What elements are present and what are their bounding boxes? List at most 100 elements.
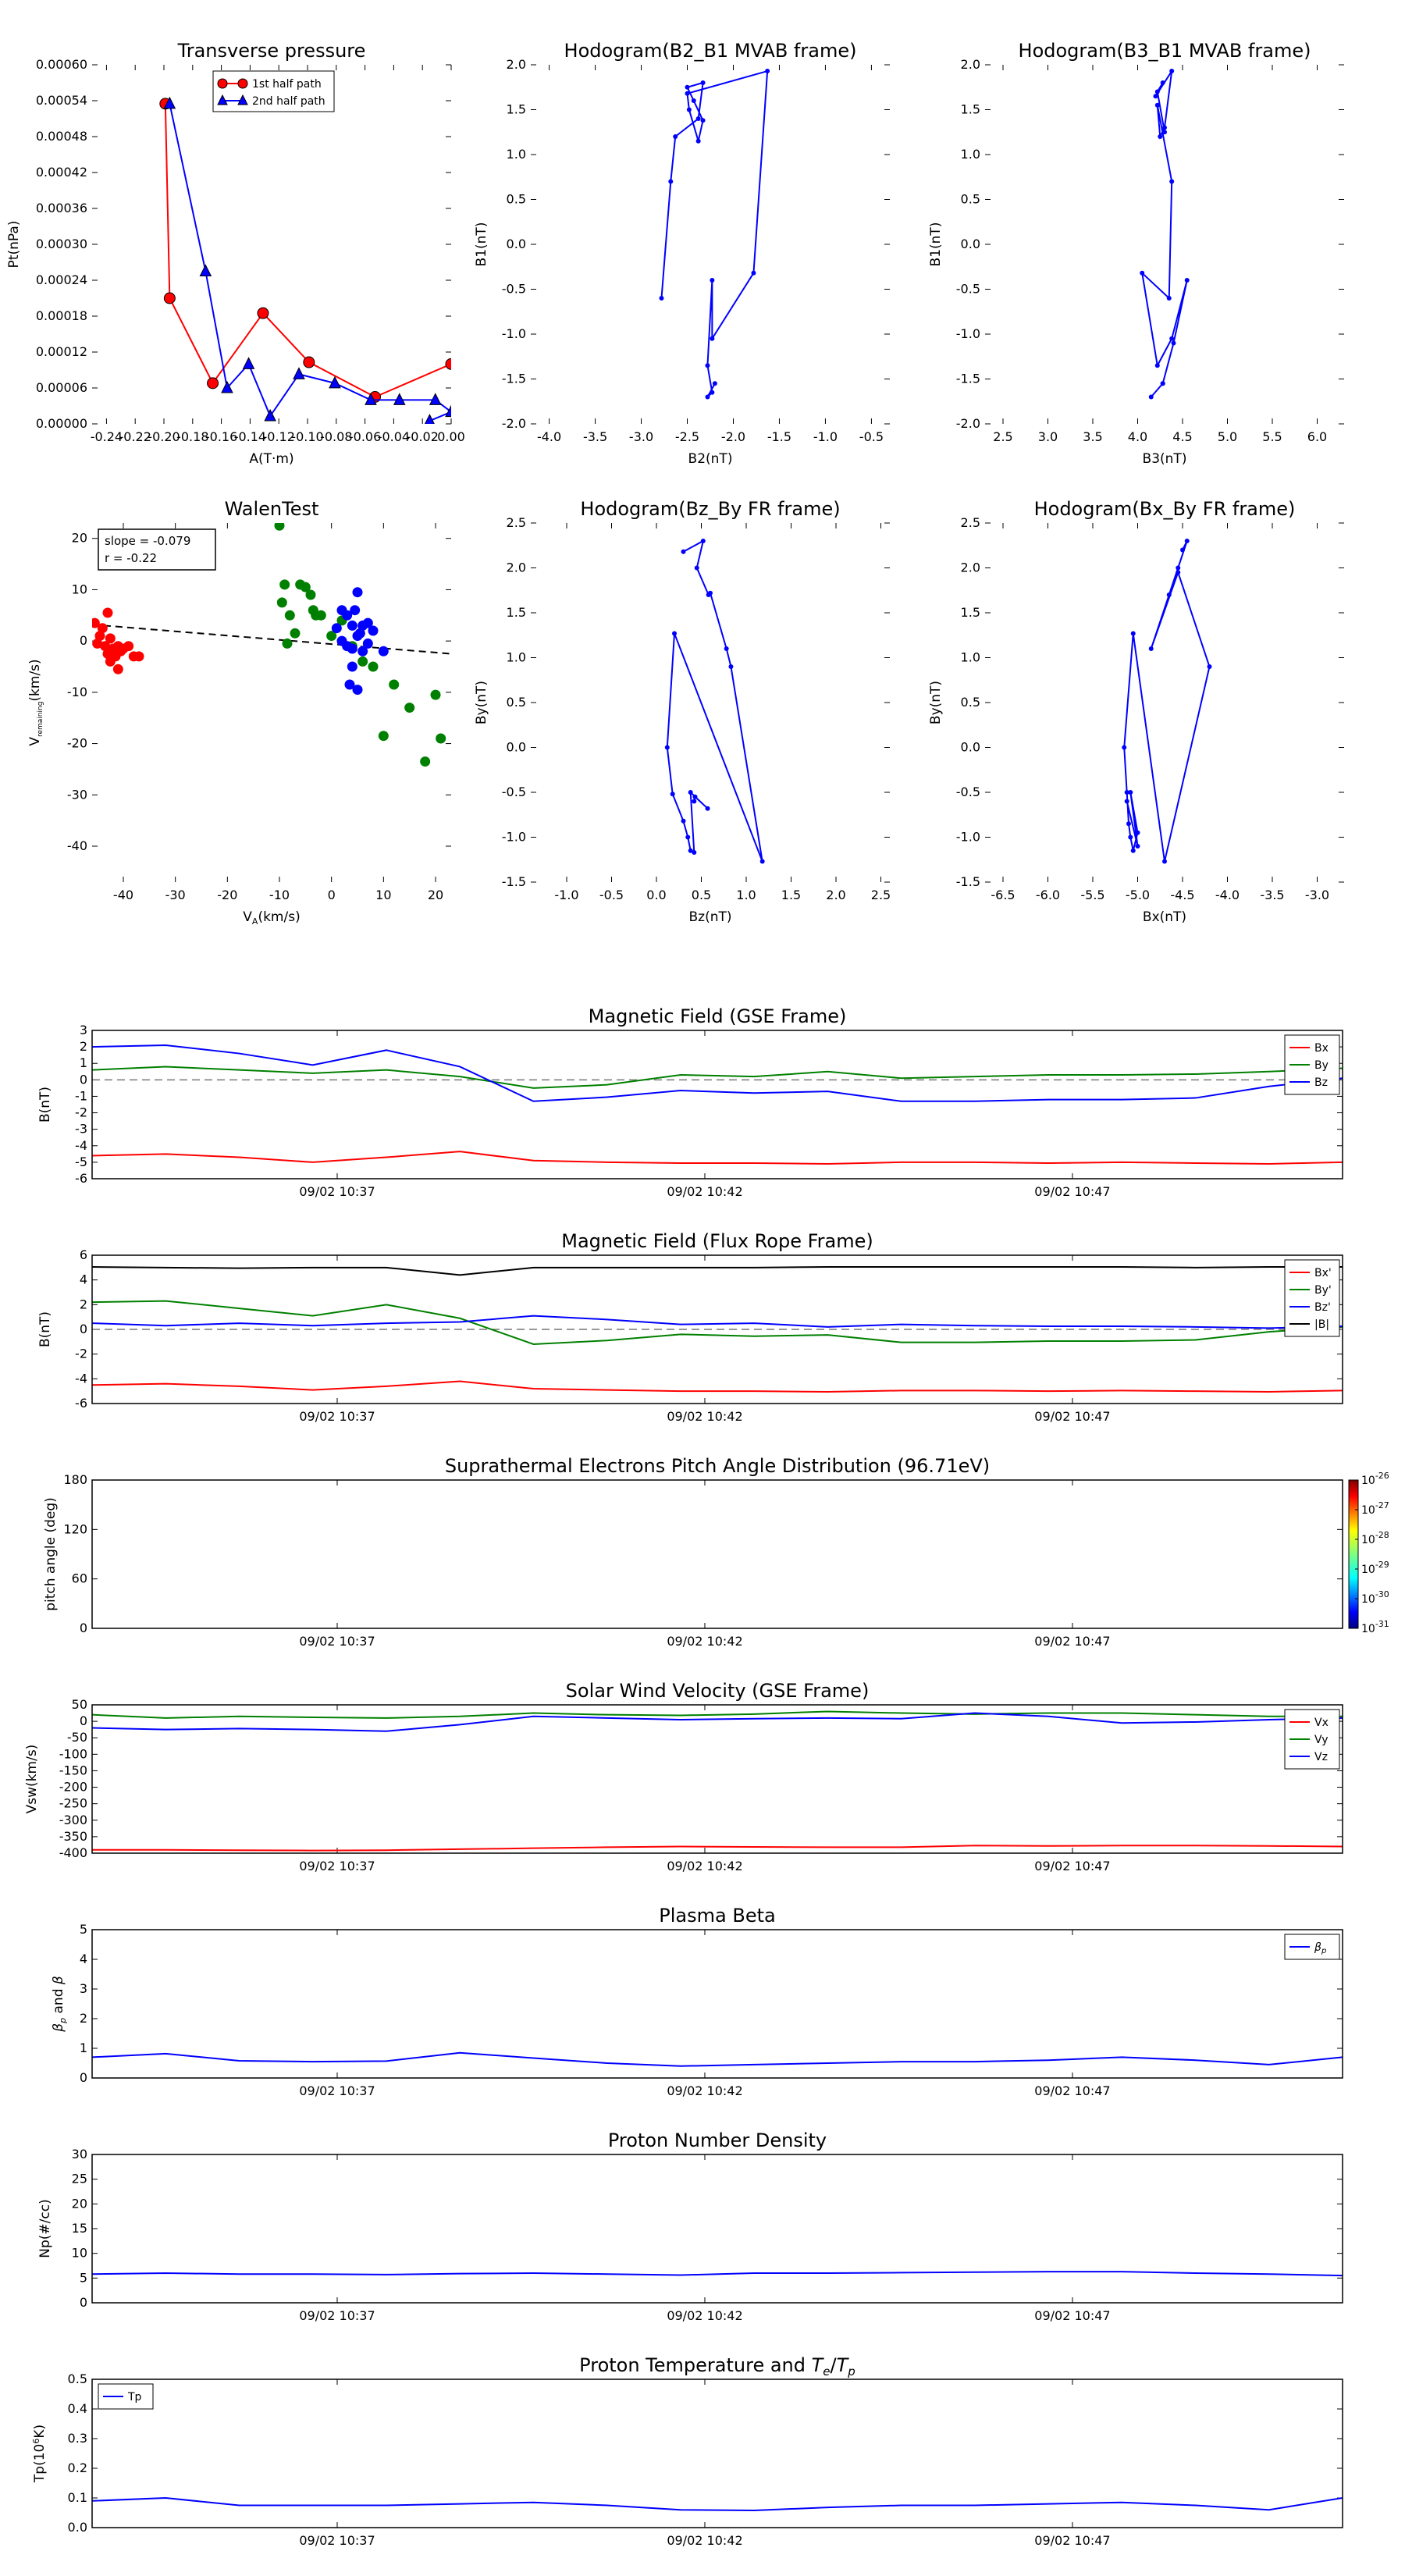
x-tick-label: 09/02 10:42 xyxy=(667,2533,742,2548)
annotation-box: slope = -0.079 r = -0.22 xyxy=(98,528,216,571)
y-tick-label: 0.00036 xyxy=(36,201,87,215)
chart-title: Suprathermal Electrons Pitch Angle Distr… xyxy=(445,1455,990,1477)
data-point xyxy=(681,549,686,554)
data-point xyxy=(710,390,715,395)
data-point xyxy=(347,643,357,654)
y-tick-label: 2.0 xyxy=(961,57,980,72)
series-line-Bz' xyxy=(91,1315,1343,1329)
data-point xyxy=(393,393,406,405)
data-point xyxy=(692,850,697,856)
y-tick-label: -2 xyxy=(75,1105,87,1120)
y-axis-label: B1(nT) xyxy=(474,222,489,267)
data-point xyxy=(710,336,715,341)
data-point xyxy=(331,623,342,634)
data-point xyxy=(362,617,373,628)
data-point xyxy=(724,646,729,651)
data-point xyxy=(282,638,293,649)
data-point xyxy=(347,620,357,631)
chart-h3: Hodogram(Bz_By FR frame) -1.0 -0.5 0.0 0.5 1.… xyxy=(474,498,891,925)
y-tick-label: -150 xyxy=(59,1763,87,1777)
y-tick-label: 0.5 xyxy=(507,695,526,710)
y-tick-label: 30 xyxy=(72,2147,87,2161)
chart-title: Magnetic Field (GSE Frame) xyxy=(589,1005,847,1027)
data-point xyxy=(705,363,710,368)
y-tick-label: 3 xyxy=(80,1023,87,1037)
legend-label: Bz' xyxy=(1314,1301,1331,1314)
data-point xyxy=(1124,799,1129,804)
legend: Vx Vy Vz xyxy=(1284,1709,1340,1770)
series-line-By' xyxy=(91,1300,1343,1346)
data-point xyxy=(685,91,690,96)
y-tick-label: -40 xyxy=(67,838,87,853)
x-tick-label: -0.14 xyxy=(234,429,266,444)
data-point xyxy=(1207,664,1212,669)
chart-title: Solar Wind Velocity (GSE Frame) xyxy=(566,1680,870,1702)
y-tick-label: 0.00042 xyxy=(36,165,87,180)
y-tick-label: 0.0 xyxy=(507,740,526,755)
data-point xyxy=(1160,381,1165,386)
y-tick-label: 10 xyxy=(72,582,87,596)
plot-frame xyxy=(91,1704,1343,1854)
x-tick-label: -0.02 xyxy=(406,429,438,444)
x-axis-label: Bz(nT) xyxy=(688,909,731,925)
legend: Bx By Bz xyxy=(1284,1034,1340,1095)
colorbar-label: 10-31 xyxy=(1361,1619,1389,1635)
x-tick-label: -40 xyxy=(113,888,133,902)
y-tick-label: 0.0 xyxy=(68,2520,87,2535)
y-tick-label: -30 xyxy=(67,787,87,802)
plot-frame xyxy=(91,1929,1343,2079)
data-point xyxy=(1166,296,1172,301)
data-point xyxy=(705,806,710,811)
x-tick-label: 09/02 10:42 xyxy=(667,1409,742,1424)
x-tick-label: 0.0 xyxy=(646,888,666,902)
x-tick-label: -0.16 xyxy=(205,429,237,444)
chart-ts2: Magnetic Field (Flux Rope Frame) 09/02 10… xyxy=(37,1230,1343,1424)
y-tick-label: -200 xyxy=(59,1780,87,1795)
x-tick-label: -0.24 xyxy=(91,429,123,444)
plot-frame xyxy=(91,2379,1343,2528)
chart-ts3: Solar Wind Velocity (GSE Frame) 09/02 10:… xyxy=(24,1680,1343,1873)
x-tick-label: 6.0 xyxy=(1307,429,1327,444)
data-point xyxy=(1180,547,1185,553)
x-tick-label: 09/02 10:37 xyxy=(299,2308,375,2323)
y-tick-label: 60 xyxy=(72,1571,87,1586)
y-tick-label: -250 xyxy=(59,1796,87,1811)
y-tick-label: 1 xyxy=(80,1055,87,1070)
y-tick-label: -1.5 xyxy=(502,372,526,386)
x-tick-label: -0.5 xyxy=(599,888,624,902)
data-point xyxy=(352,587,363,598)
plot-frame xyxy=(91,1479,1343,1629)
y-tick-label: 0.00006 xyxy=(36,380,87,395)
x-tick-label: -2.5 xyxy=(675,429,699,444)
data-point xyxy=(1128,834,1133,840)
x-tick-label: 5.0 xyxy=(1218,429,1237,444)
y-tick-label: -1.0 xyxy=(956,326,980,341)
legend-label: Vx xyxy=(1314,1717,1329,1729)
plot-area xyxy=(159,96,451,424)
data-point xyxy=(350,605,361,616)
y-tick-label: 2 xyxy=(80,1039,87,1054)
x-tick-label: -6.0 xyxy=(1036,888,1060,902)
legend-label: 1st half path xyxy=(252,78,322,91)
x-tick-label: -0.12 xyxy=(262,429,294,444)
x-tick-label: -10 xyxy=(269,888,290,902)
data-point xyxy=(751,270,756,276)
data-point xyxy=(329,375,341,389)
x-tick-label: 09/02 10:37 xyxy=(299,1859,375,1873)
y-tick-label: 0.00048 xyxy=(36,129,87,144)
y-tick-label: -0.5 xyxy=(502,785,526,799)
data-point xyxy=(686,107,692,112)
y-axis-label: pitch angle (deg) xyxy=(43,1497,59,1611)
data-point xyxy=(1160,80,1165,85)
y-tick-label: -0.5 xyxy=(502,282,526,297)
legend-label: Bx xyxy=(1314,1042,1329,1055)
y-tick-label: 0 xyxy=(80,1621,87,1635)
colorbar-label: 10-26 xyxy=(1361,1471,1389,1487)
data-point xyxy=(303,356,315,368)
y-axis-label: B1(nT) xyxy=(928,222,944,267)
y-axis-label: βp and β xyxy=(51,1976,68,2033)
y-tick-label: 0.00000 xyxy=(36,416,87,431)
x-tick-label: 0.5 xyxy=(692,888,711,902)
y-tick-label: -1.0 xyxy=(956,830,980,845)
chart-ts5: Proton Number Density 09/02 10:37 09/02 10… xyxy=(37,2129,1343,2323)
